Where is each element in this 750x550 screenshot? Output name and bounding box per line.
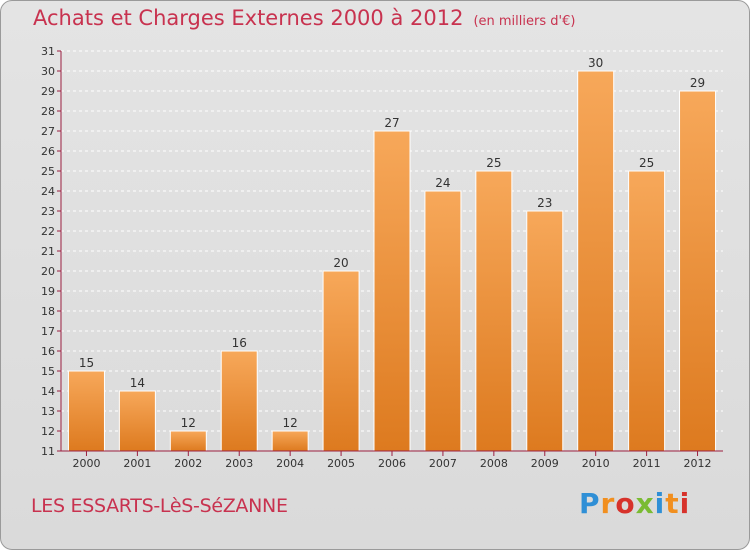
data-label: 27 xyxy=(384,116,399,130)
x-tick-label: 2000 xyxy=(72,457,100,470)
data-label: 12 xyxy=(283,416,298,430)
data-label: 30 xyxy=(588,56,603,70)
axes: 11 12 13 14 15 16 17 18 19 20 21 22 23 24 25 26 27 28 29 30… xyxy=(41,45,723,470)
x-tick-label: 2007 xyxy=(429,457,457,470)
data-label: 14 xyxy=(130,376,145,390)
x-tick-label: 2001 xyxy=(123,457,151,470)
y-tick-label: 12 xyxy=(41,425,55,438)
y-tick-label: 27 xyxy=(41,125,55,138)
logo-letter: P xyxy=(579,487,601,520)
x-tick-label: 2010 xyxy=(582,457,610,470)
data-label: 25 xyxy=(486,156,501,170)
y-tick-label: 23 xyxy=(41,205,55,218)
y-tick-label: 20 xyxy=(41,265,55,278)
data-label: 24 xyxy=(435,176,450,190)
y-tick-label: 17 xyxy=(41,325,55,338)
data-label: 25 xyxy=(639,156,654,170)
bar xyxy=(628,170,666,452)
logo-letter: r xyxy=(600,487,616,520)
logo-letter: o xyxy=(615,487,636,520)
bar xyxy=(220,350,258,452)
x-tick-label: 2011 xyxy=(633,457,661,470)
y-tick-label: 22 xyxy=(41,225,55,238)
y-tick-label: 26 xyxy=(41,145,55,158)
y-tick-label: 18 xyxy=(41,305,55,318)
data-label: 20 xyxy=(333,256,348,270)
y-tick-label: 11 xyxy=(41,445,55,458)
chart-title: Achats et Charges Externes 2000 à 2012 (e… xyxy=(33,6,575,30)
bar xyxy=(526,210,564,452)
y-tick-label: 25 xyxy=(41,165,55,178)
city-name: LES ESSARTS-LèS-SéZANNE xyxy=(31,495,288,517)
bar xyxy=(475,170,513,452)
y-tick-label: 24 xyxy=(41,185,55,198)
data-label: 23 xyxy=(537,196,552,210)
x-tick-label: 2002 xyxy=(174,457,202,470)
logo-letter: t xyxy=(665,487,680,520)
x-tick-label: 2012 xyxy=(684,457,712,470)
bar xyxy=(322,270,360,452)
x-tick-label: 2009 xyxy=(531,457,559,470)
x-tick-label: 2006 xyxy=(378,457,406,470)
logo-letter: i xyxy=(654,487,666,520)
data-labels: 15 14 12 16 12 20 27 24 25 23 30 25 29 xyxy=(79,56,705,430)
data-label: 12 xyxy=(181,416,196,430)
y-tick-label: 30 xyxy=(41,65,55,78)
bar xyxy=(169,430,207,452)
y-tick-label: 14 xyxy=(41,385,55,398)
logo-letter: x xyxy=(635,487,655,520)
y-tick-label: 16 xyxy=(41,345,55,358)
proxiti-logo[interactable]: Proxiti xyxy=(579,487,690,520)
x-tick-label: 2005 xyxy=(327,457,355,470)
bar xyxy=(271,430,309,452)
bar xyxy=(577,70,615,452)
x-tick-label: 2004 xyxy=(276,457,304,470)
chart-title-text: Achats et Charges Externes 2000 à 2012 xyxy=(33,6,464,30)
y-tick-label: 31 xyxy=(41,45,55,58)
y-tick-label: 21 xyxy=(41,245,55,258)
y-tick-label: 19 xyxy=(41,285,55,298)
y-tick-label: 28 xyxy=(41,105,55,118)
bar xyxy=(679,90,717,452)
bar xyxy=(373,130,411,452)
x-tick-label: 2003 xyxy=(225,457,253,470)
chart-unit: (en milliers d'€) xyxy=(473,14,576,29)
data-label: 29 xyxy=(690,76,705,90)
bar xyxy=(118,390,156,452)
bar xyxy=(67,370,105,452)
data-label: 16 xyxy=(232,336,247,350)
y-tick-label: 29 xyxy=(41,85,55,98)
logo-letter: i xyxy=(679,487,691,520)
bar xyxy=(424,190,462,452)
y-tick-label: 13 xyxy=(41,405,55,418)
data-label: 15 xyxy=(79,356,94,370)
x-tick-label: 2008 xyxy=(480,457,508,470)
y-tick-label: 15 xyxy=(41,365,55,378)
